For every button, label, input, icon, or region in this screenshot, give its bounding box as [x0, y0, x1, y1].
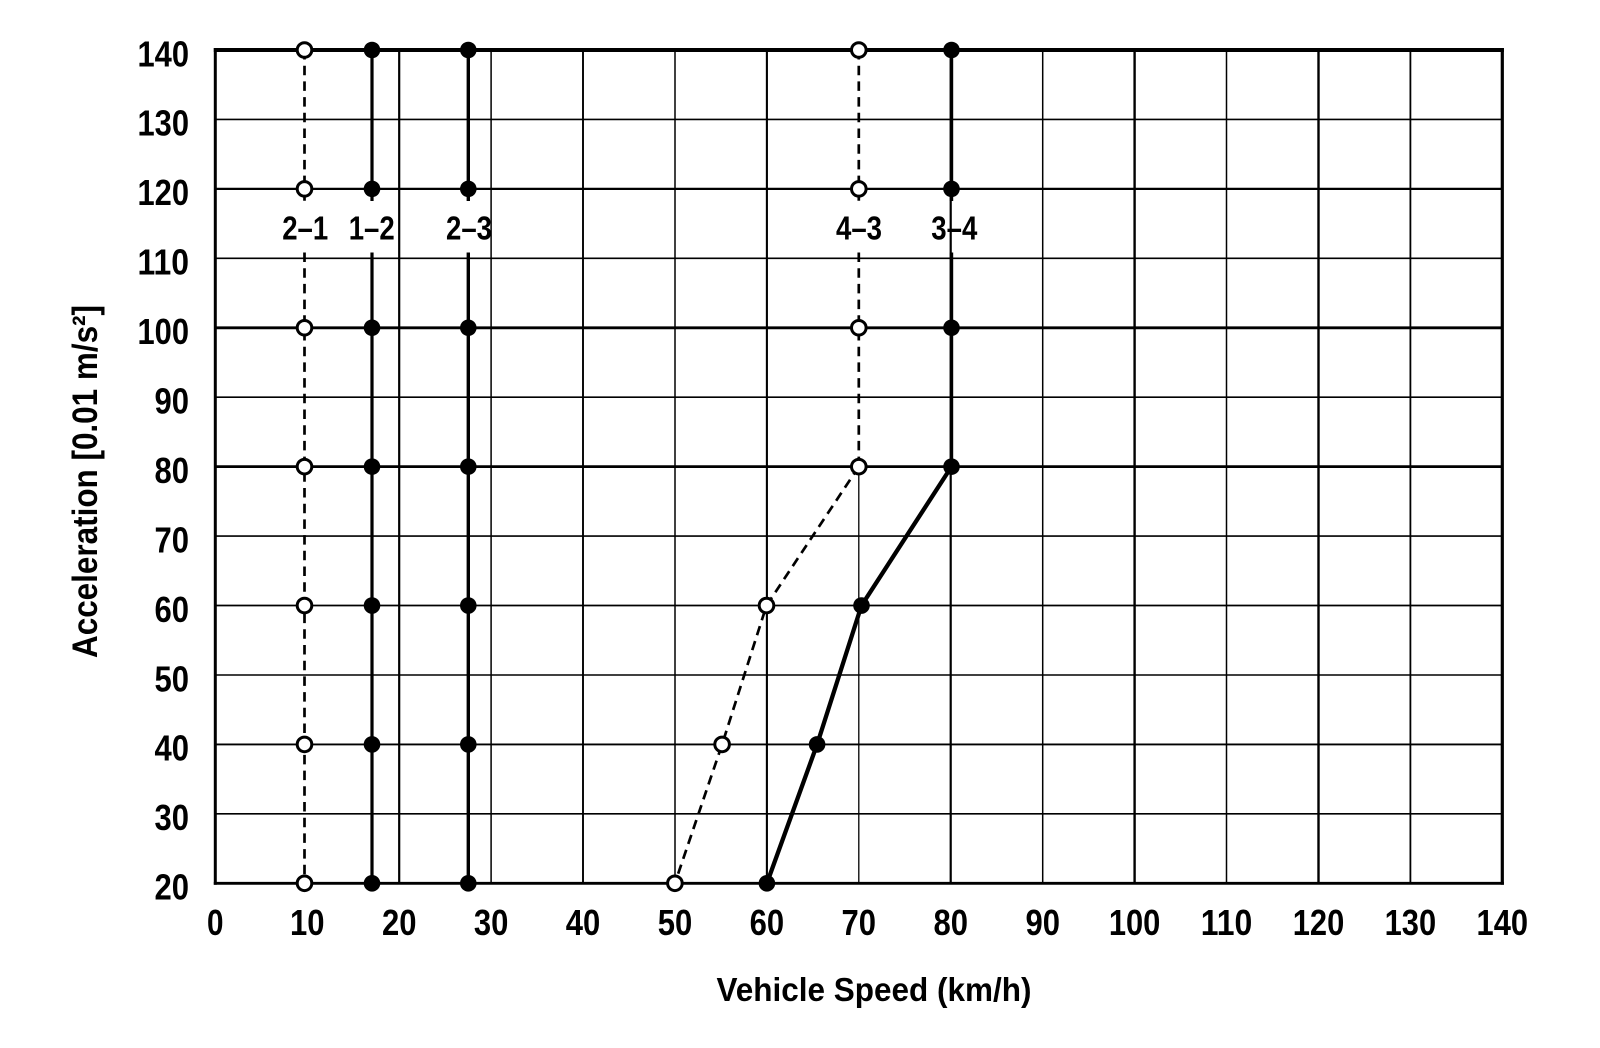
svg-text:50: 50: [155, 658, 190, 699]
svg-text:70: 70: [155, 519, 190, 560]
svg-text:140: 140: [1477, 902, 1529, 943]
svg-text:140: 140: [138, 33, 190, 74]
svg-text:120: 120: [138, 172, 190, 213]
svg-text:0: 0: [207, 902, 224, 943]
svg-text:80: 80: [933, 902, 968, 943]
svg-text:90: 90: [1025, 902, 1060, 943]
svg-text:70: 70: [842, 902, 877, 943]
svg-text:2–1: 2–1: [282, 210, 328, 247]
svg-text:60: 60: [155, 589, 190, 630]
svg-text:90: 90: [155, 381, 190, 422]
svg-text:120: 120: [1293, 902, 1345, 943]
svg-text:130: 130: [1385, 902, 1437, 943]
svg-text:20: 20: [155, 867, 190, 908]
svg-text:110: 110: [138, 242, 190, 283]
svg-text:130: 130: [138, 103, 190, 144]
svg-text:80: 80: [155, 450, 190, 491]
svg-text:2–3: 2–3: [446, 210, 492, 247]
svg-text:100: 100: [1109, 902, 1161, 943]
svg-text:1–2: 1–2: [349, 210, 395, 247]
svg-text:100: 100: [138, 311, 190, 352]
svg-text:10: 10: [290, 902, 325, 943]
svg-text:Vehicle Speed (km/h): Vehicle Speed (km/h): [717, 971, 1032, 1008]
svg-text:40: 40: [155, 728, 190, 769]
svg-text:50: 50: [658, 902, 693, 943]
svg-text:110: 110: [1201, 902, 1253, 943]
svg-text:3–4: 3–4: [931, 210, 978, 247]
svg-text:30: 30: [155, 797, 190, 838]
svg-text:30: 30: [474, 902, 509, 943]
svg-text:4–3: 4–3: [836, 210, 882, 247]
svg-text:Acceleration [0.01 m/s²]: Acceleration [0.01 m/s²]: [66, 305, 105, 658]
svg-text:20: 20: [382, 902, 417, 943]
svg-text:40: 40: [566, 902, 601, 943]
svg-text:60: 60: [750, 902, 785, 943]
